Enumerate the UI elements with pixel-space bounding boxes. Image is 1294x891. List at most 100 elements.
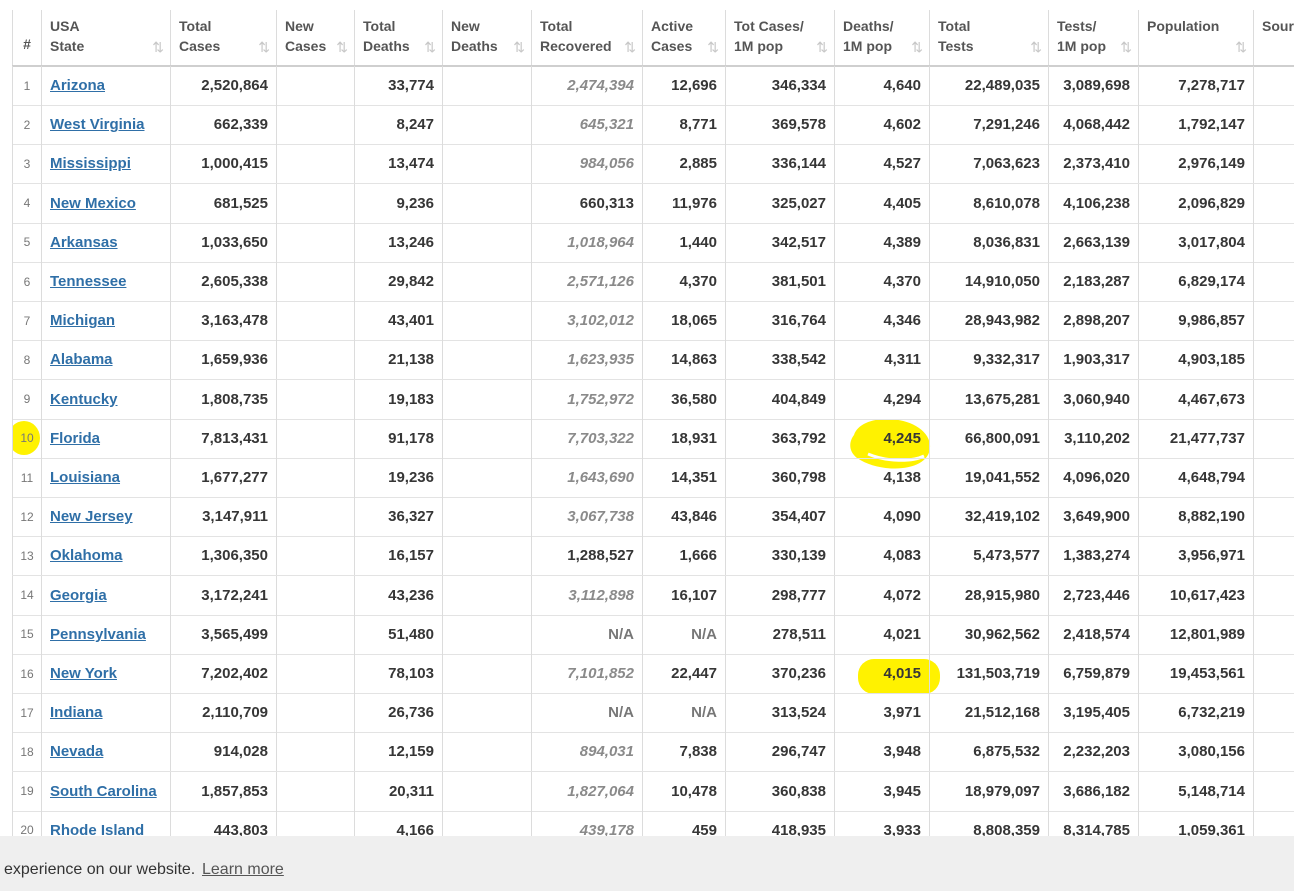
state-link[interactable]: Georgia bbox=[50, 586, 107, 604]
table-cell bbox=[443, 418, 532, 458]
table-cell: 3,945 bbox=[835, 771, 930, 811]
state-link[interactable]: Tennessee bbox=[50, 273, 127, 290]
table-cell: 21,477,737 bbox=[1139, 418, 1254, 458]
sort-icon[interactable]: ⇅ bbox=[1030, 39, 1042, 55]
state-link[interactable]: Arizona bbox=[50, 77, 106, 94]
learn-more-link[interactable]: Learn more bbox=[202, 861, 284, 878]
column-header[interactable]: USA State ⇅ bbox=[42, 10, 171, 65]
table-cell bbox=[277, 810, 355, 836]
header-label: # bbox=[23, 36, 31, 52]
table-cell: 17 bbox=[12, 693, 42, 733]
table-cell bbox=[443, 183, 532, 223]
table-cell: 4,311 bbox=[835, 340, 930, 380]
table-cell: 1,059,361 bbox=[1139, 810, 1254, 836]
state-link[interactable]: West Virginia bbox=[50, 116, 145, 134]
table-cell: 4,096,020 bbox=[1049, 458, 1139, 497]
table-cell: 18,931 bbox=[643, 418, 726, 458]
state-link[interactable]: Mississippi bbox=[50, 155, 131, 173]
table-cell bbox=[1254, 772, 1294, 811]
column-header[interactable]: Tests/ 1M pop ⇅ bbox=[1049, 10, 1139, 65]
column-header[interactable]: New Cases ⇅ bbox=[277, 10, 355, 65]
table-cell: 363,792 bbox=[726, 418, 835, 458]
state-link[interactable]: Arkansas bbox=[50, 233, 118, 251]
sort-icon[interactable]: ⇅ bbox=[1235, 39, 1247, 55]
table-cell bbox=[1254, 301, 1294, 340]
state-link[interactable]: Nevada bbox=[50, 743, 104, 761]
state-link[interactable]: Oklahoma bbox=[50, 547, 123, 565]
sort-icon[interactable]: ⇅ bbox=[424, 39, 436, 55]
table-cell: Kentucky bbox=[42, 379, 171, 419]
table-cell: 360,838 bbox=[726, 771, 835, 811]
state-link[interactable]: New York bbox=[50, 665, 117, 682]
table-cell: 298,777 bbox=[726, 575, 835, 615]
table-cell: 8,610,078 bbox=[930, 183, 1049, 223]
header-label: Active Cases bbox=[651, 18, 694, 54]
table-cell bbox=[1254, 419, 1294, 458]
state-link[interactable]: Florida bbox=[50, 429, 101, 447]
table-cell: 296,747 bbox=[726, 732, 835, 772]
table-cell: 342,517 bbox=[726, 222, 835, 262]
state-link[interactable]: New Mexico bbox=[50, 194, 136, 212]
table-cell bbox=[443, 536, 532, 576]
sort-icon[interactable]: ⇅ bbox=[258, 39, 270, 55]
table-cell: 43,846 bbox=[643, 497, 726, 537]
table-row: 13 Oklahoma 1,306,350 16,157 1,288,527 1,666 3… bbox=[12, 536, 1294, 577]
column-header[interactable]: Active Cases ⇅ bbox=[643, 10, 726, 65]
sort-icon[interactable]: ⇅ bbox=[707, 39, 719, 55]
state-link[interactable]: South Carolina bbox=[50, 782, 157, 800]
table-cell: 2,605,338 bbox=[171, 262, 277, 301]
table-cell: 4,083 bbox=[835, 536, 930, 576]
table-row: 11 Louisiana 1,677,277 19,236 1,643,690 14,35… bbox=[12, 458, 1294, 498]
table-cell: 2,110,709 bbox=[171, 693, 277, 733]
sort-icon[interactable]: ⇅ bbox=[152, 39, 164, 55]
table-cell: 2,474,394 bbox=[532, 66, 643, 105]
table-cell: 3,565,499 bbox=[171, 614, 277, 654]
state-link[interactable]: Pennsylvania bbox=[50, 625, 146, 643]
state-link[interactable]: Rhode Island bbox=[50, 821, 145, 836]
state-link[interactable]: Indiana bbox=[50, 704, 103, 722]
table-cell: 11 bbox=[12, 458, 42, 497]
table-cell: 7,813,431 bbox=[171, 418, 277, 458]
column-header[interactable]: Total Cases ⇅ bbox=[171, 10, 277, 65]
table-cell: 22,447 bbox=[643, 654, 726, 693]
table-row: 7 Michigan 3,163,478 43,401 3,102,012 18,065 3… bbox=[12, 301, 1294, 342]
sort-icon[interactable]: ⇅ bbox=[624, 39, 636, 55]
table-cell: 3,163,478 bbox=[171, 301, 277, 341]
state-link[interactable]: Alabama bbox=[50, 351, 113, 369]
column-header[interactable]: Deaths/ 1M pop ⇅ bbox=[835, 10, 930, 65]
column-header[interactable]: New Deaths ⇅ bbox=[443, 10, 532, 65]
table-cell: 29,842 bbox=[355, 262, 443, 301]
state-link[interactable]: Kentucky bbox=[50, 390, 118, 408]
table-cell: 22,489,035 bbox=[930, 66, 1049, 105]
table-cell: Pennsylvania bbox=[42, 614, 171, 654]
column-header[interactable]: Total Recovered ⇅ bbox=[532, 10, 643, 65]
table-cell bbox=[443, 340, 532, 380]
table-cell: N/A bbox=[643, 693, 726, 733]
table-cell: 43,236 bbox=[355, 575, 443, 615]
table-row: 19 South Carolina 1,857,853 20,311 1,827,064… bbox=[12, 771, 1294, 812]
sort-icon[interactable]: ⇅ bbox=[816, 39, 828, 55]
sort-icon[interactable]: ⇅ bbox=[513, 39, 525, 55]
table-cell: 2,096,829 bbox=[1139, 183, 1254, 223]
state-link[interactable]: New Jersey bbox=[50, 508, 133, 526]
table-row: 20 Rhode Island 443,803 4,166 439,178 459 418,… bbox=[12, 810, 1294, 836]
column-header[interactable]: Source⇅ bbox=[1254, 10, 1294, 65]
column-header[interactable]: Population ⇅ bbox=[1139, 10, 1254, 65]
table-cell: 14 bbox=[12, 575, 42, 615]
table-cell: 4,602 bbox=[835, 105, 930, 145]
column-header[interactable]: Total Deaths ⇅ bbox=[355, 10, 443, 65]
column-header[interactable]: Tot Cases/ 1M pop ⇅ bbox=[726, 10, 835, 65]
state-link[interactable]: Michigan bbox=[50, 312, 116, 330]
table-cell: 19,041,552 bbox=[930, 458, 1049, 497]
sort-icon[interactable]: ⇅ bbox=[336, 39, 348, 55]
header-label: Total Cases bbox=[179, 18, 221, 54]
sort-icon[interactable]: ⇅ bbox=[911, 39, 923, 55]
column-header[interactable]: Total Tests ⇅ bbox=[930, 10, 1049, 65]
table-cell: 20,311 bbox=[355, 771, 443, 811]
table-cell bbox=[443, 771, 532, 811]
table-cell bbox=[277, 379, 355, 419]
header-label: Source bbox=[1262, 18, 1294, 34]
state-link[interactable]: Louisiana bbox=[50, 469, 121, 486]
table-row: 17 Indiana 2,110,709 26,736 N/A N/A 313,524 3,9… bbox=[12, 693, 1294, 734]
sort-icon[interactable]: ⇅ bbox=[1120, 39, 1132, 55]
